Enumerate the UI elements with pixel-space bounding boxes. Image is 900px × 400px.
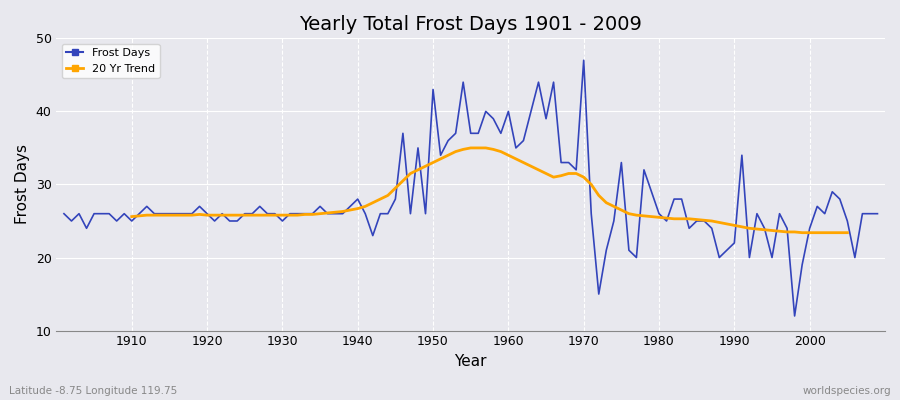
Y-axis label: Frost Days: Frost Days — [15, 144, 30, 224]
Text: worldspecies.org: worldspecies.org — [803, 386, 891, 396]
Title: Yearly Total Frost Days 1901 - 2009: Yearly Total Frost Days 1901 - 2009 — [300, 15, 642, 34]
Text: Latitude -8.75 Longitude 119.75: Latitude -8.75 Longitude 119.75 — [9, 386, 177, 396]
Legend: Frost Days, 20 Yr Trend: Frost Days, 20 Yr Trend — [62, 44, 159, 78]
X-axis label: Year: Year — [454, 354, 487, 369]
